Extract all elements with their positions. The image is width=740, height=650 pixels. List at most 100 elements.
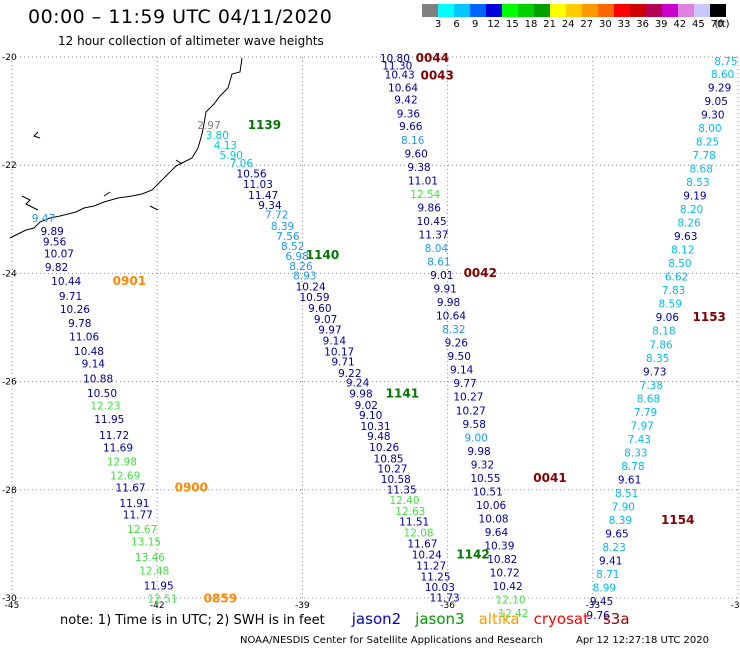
swh-value: 7.56 xyxy=(276,231,300,243)
swh-value: 11.51 xyxy=(399,517,429,529)
swh-value: 12.08 xyxy=(404,528,434,540)
colorbar-tick-label: 33 xyxy=(617,19,631,30)
pass-time-label: 0044 xyxy=(416,51,449,65)
lat-tick-label: -24 xyxy=(2,269,17,279)
swh-value: 9.45 xyxy=(590,596,613,608)
swh-value: 8.99 xyxy=(593,583,616,595)
swh-value: 8.25 xyxy=(696,136,719,148)
swh-value: 9.97 xyxy=(318,325,341,337)
swh-value: 12.48 xyxy=(139,565,169,577)
swh-value: 7.97 xyxy=(630,420,653,432)
swh-value: 12.63 xyxy=(395,506,425,518)
swh-value: 11.01 xyxy=(408,175,438,187)
colorbar-swatch xyxy=(454,4,470,17)
swh-value: 8.20 xyxy=(680,204,703,216)
pass-time-label: 1140 xyxy=(306,248,339,262)
legend: note: 1) Time is in UTC; 2) SWH is in fe… xyxy=(60,609,644,628)
swh-value: 7.86 xyxy=(649,339,673,351)
colorbar-tick-label: 27 xyxy=(580,19,594,30)
pass-time-label: 1142 xyxy=(456,548,489,562)
swh-value: 5.90 xyxy=(220,150,243,162)
swh-value: 8.12 xyxy=(671,245,694,257)
swh-value: 7.06 xyxy=(230,158,254,170)
swh-value: 12.98 xyxy=(107,457,137,469)
swh-value: 10.45 xyxy=(417,216,447,228)
swh-value: 8.39 xyxy=(271,221,294,233)
lat-tick-label: -20 xyxy=(2,53,17,63)
colorbar-tick-label: 70 xyxy=(710,19,724,30)
swh-value: 10.07 xyxy=(44,248,74,260)
colorbar-tick-label: 6 xyxy=(453,19,460,30)
swh-value: 9.78 xyxy=(68,318,91,330)
swh-value: 10.50 xyxy=(87,388,117,400)
colorbar-swatch xyxy=(598,4,614,17)
swh-value: 9.01 xyxy=(430,270,453,282)
swh-value: 9.76 xyxy=(586,610,610,622)
swh-value: 10.17 xyxy=(324,346,354,358)
swh-value: 11.67 xyxy=(407,538,437,550)
swh-value: 8.52 xyxy=(281,241,304,253)
swh-value: 10.80 xyxy=(380,53,410,65)
swh-value: 9.14 xyxy=(323,335,347,347)
swh-value: 9.14 xyxy=(82,359,106,371)
swh-value: 9.36 xyxy=(397,108,421,120)
swh-value: 9.06 xyxy=(656,312,680,324)
swh-value: 9.10 xyxy=(359,410,382,422)
swh-value: 11.95 xyxy=(144,581,174,593)
swh-value: 9.60 xyxy=(404,148,427,160)
swh-value: 9.26 xyxy=(445,338,469,350)
swh-value: 10.72 xyxy=(490,568,520,580)
swh-value: 10.26 xyxy=(60,304,90,316)
swh-value: 9.50 xyxy=(448,351,471,363)
lat-tick-label: -30 xyxy=(2,594,17,604)
swh-value: 10.08 xyxy=(479,513,509,525)
map-title: 00:00 – 11:59 UTC 04/11/2020 xyxy=(28,6,333,28)
legend-entry: jason2 xyxy=(351,610,402,628)
colorbar-tick-label: 36 xyxy=(636,19,649,30)
swh-value: 11.27 xyxy=(416,561,446,573)
colorbar-swatch xyxy=(710,4,726,17)
swh-value: 9.60 xyxy=(308,303,331,315)
swh-value: 9.65 xyxy=(605,529,628,541)
swh-value: 10.31 xyxy=(360,421,390,433)
pass-time-label: 1141 xyxy=(386,387,419,401)
swh-value: 9.22 xyxy=(338,368,361,380)
footer-timestamp: Apr 12 12:27:18 UTC 2020 xyxy=(576,635,709,646)
colorbar-swatch xyxy=(438,4,454,17)
swh-value: 9.89 xyxy=(40,226,63,238)
lat-tick-label: -26 xyxy=(2,378,17,388)
lat-tick-label: -28 xyxy=(2,486,17,496)
swh-value: 13.46 xyxy=(135,552,165,564)
swh-value: 8.61 xyxy=(427,256,450,268)
swh-value: 11.69 xyxy=(103,443,133,455)
footer: NOAA/NESDIS Center for Satellite Applica… xyxy=(240,635,709,646)
swh-value: 9.77 xyxy=(453,378,476,390)
swh-value: 4.13 xyxy=(214,140,237,152)
colorbar-swatch xyxy=(646,4,662,17)
colorbar-swatch xyxy=(502,4,518,17)
legend-entry: s3a xyxy=(602,610,630,628)
swh-value: 10.48 xyxy=(74,346,104,358)
colorbar-swatch xyxy=(630,4,646,17)
swh-value: 9.00 xyxy=(464,432,487,444)
swh-value: 8.26 xyxy=(289,261,313,273)
swh-value: 12.54 xyxy=(410,189,440,201)
colorbar-swatch xyxy=(678,4,694,17)
swh-value: 9.19 xyxy=(683,190,706,202)
swh-value: 10.58 xyxy=(381,474,411,486)
lon-tick-label: -42 xyxy=(150,601,165,611)
footer-credit: NOAA/NESDIS Center for Satellite Applica… xyxy=(240,635,543,646)
swh-value: 7.79 xyxy=(634,407,657,419)
swh-value: 8.71 xyxy=(596,569,619,581)
coast-detail-4 xyxy=(103,191,111,197)
swh-value: 11.72 xyxy=(99,430,129,442)
swh-value: 8.60 xyxy=(711,69,734,81)
swh-value: 8.50 xyxy=(668,258,691,270)
lon-tick-label: -36 xyxy=(440,601,455,611)
swh-value: 10.03 xyxy=(425,582,455,594)
swh-value: 11.35 xyxy=(387,484,417,496)
pass-time-label: 0901 xyxy=(113,274,146,288)
lon-tick-label: -45 xyxy=(5,601,20,611)
swh-value: 10.42 xyxy=(493,581,523,593)
